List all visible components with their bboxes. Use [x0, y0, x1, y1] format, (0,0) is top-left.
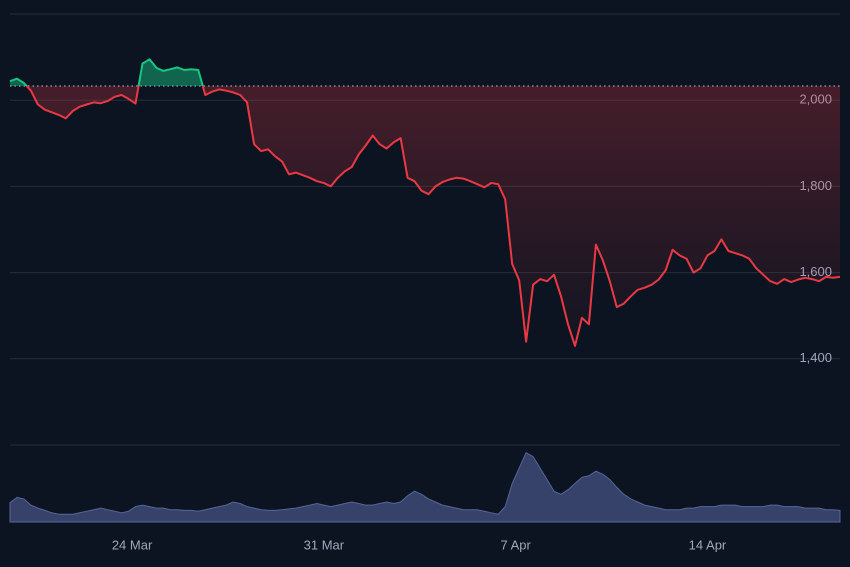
x-tick-label: 24 Mar: [112, 537, 153, 552]
volume-area: [9, 451, 841, 523]
price-line-down: [25, 85, 841, 347]
price-line-up: [9, 58, 204, 86]
x-tick-label: 14 Apr: [689, 537, 727, 552]
x-tick-label: 31 Mar: [304, 537, 345, 552]
area-below: [10, 85, 840, 346]
x-tick-label: 7 Apr: [500, 537, 531, 552]
y-tick-label: 1,400: [799, 350, 832, 365]
